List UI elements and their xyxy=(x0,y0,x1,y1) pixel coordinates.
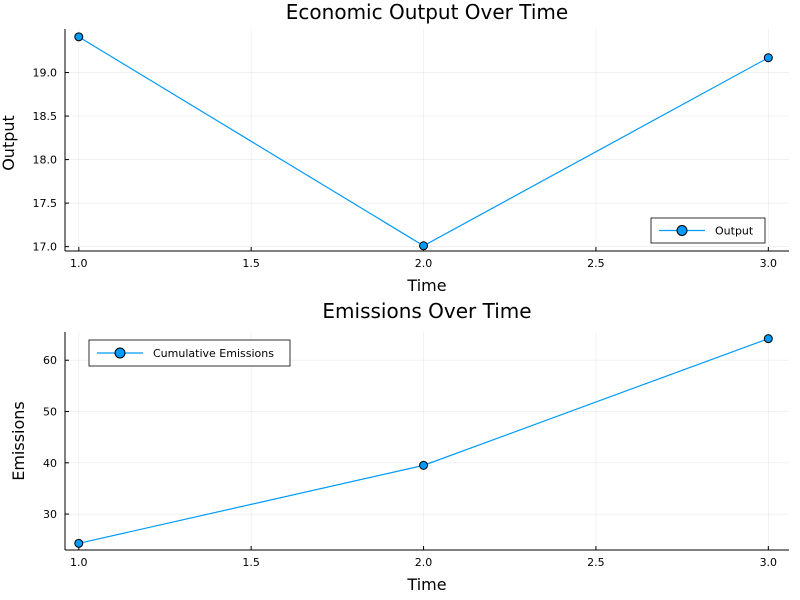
output-chart-panel: Economic Output Over Time 1.0 1.5 2.0 2.5 3.… xyxy=(0,0,789,295)
output-x-tick-label: 1.5 xyxy=(242,257,260,270)
output-y-tick-label: 17.5 xyxy=(33,197,58,210)
emissions-legend: Cumulative Emissions xyxy=(88,339,291,367)
emissions-x-axis-label: Time xyxy=(406,575,446,594)
output-y-tick-label: 19.0 xyxy=(33,67,58,80)
output-y-tick-label: 18.0 xyxy=(33,154,58,167)
emissions-x-ticks: 1.0 1.5 2.0 2.5 3.0 xyxy=(70,546,777,569)
emissions-legend-marker xyxy=(114,347,126,359)
output-x-tick-label: 3.0 xyxy=(760,257,778,270)
output-y-ticks: 17.0 17.5 18.0 18.5 19.0 xyxy=(33,67,69,254)
emissions-y-axis-label: Emissions xyxy=(9,401,28,481)
output-y-axis-label: Output xyxy=(0,115,18,171)
emissions-y-ticks: 30 40 50 60 xyxy=(43,354,69,521)
output-y-tick-label: 17.0 xyxy=(33,241,58,254)
output-data-point xyxy=(419,241,429,251)
emissions-gridlines xyxy=(65,332,789,550)
output-x-ticks: 1.0 1.5 2.0 2.5 3.0 xyxy=(70,247,777,270)
emissions-y-tick-label: 50 xyxy=(43,406,57,419)
emissions-y-tick-label: 60 xyxy=(43,354,57,367)
emissions-data-point xyxy=(763,334,773,344)
output-axes xyxy=(64,29,789,252)
output-data-point xyxy=(763,53,773,63)
emissions-chart-panel: Emissions Over Time 1.0 1.5 2.0 2.5 3.0 30 40… xyxy=(9,299,789,594)
output-series xyxy=(74,32,773,251)
emissions-x-tick-label: 2.0 xyxy=(415,556,433,569)
output-x-tick-label: 1.0 xyxy=(70,257,88,270)
output-chart-title: Economic Output Over Time xyxy=(286,0,568,24)
output-data-point xyxy=(74,32,84,42)
output-y-tick-label: 18.5 xyxy=(33,110,58,123)
emissions-data-point xyxy=(74,538,84,548)
output-legend-marker xyxy=(676,225,688,236)
emissions-y-tick-label: 40 xyxy=(43,457,57,470)
emissions-y-tick-label: 30 xyxy=(43,508,57,521)
emissions-x-tick-label: 1.5 xyxy=(242,556,260,569)
emissions-x-tick-label: 2.5 xyxy=(587,556,605,569)
output-x-tick-label: 2.0 xyxy=(415,257,433,270)
emissions-series xyxy=(74,334,773,548)
emissions-data-point xyxy=(419,460,429,470)
emissions-legend-label: Cumulative Emissions xyxy=(153,347,274,360)
emissions-chart-title: Emissions Over Time xyxy=(322,299,531,323)
output-legend-label: Output xyxy=(715,225,754,238)
emissions-x-tick-label: 3.0 xyxy=(760,556,778,569)
output-x-tick-label: 2.5 xyxy=(587,257,605,270)
output-x-axis-label: Time xyxy=(406,276,446,295)
output-legend: Output xyxy=(650,217,766,244)
emissions-x-tick-label: 1.0 xyxy=(70,556,88,569)
